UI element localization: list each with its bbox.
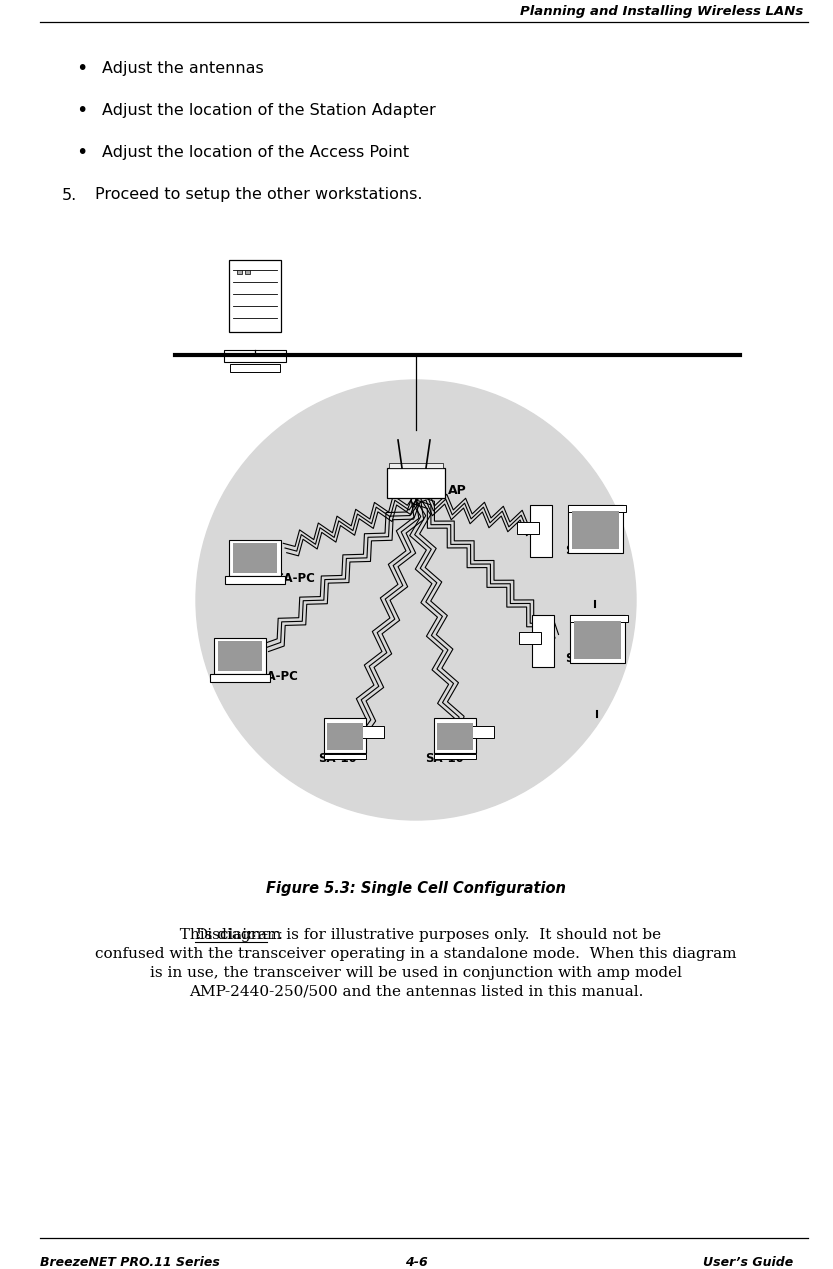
Text: Adjust the antennas: Adjust the antennas: [102, 61, 264, 75]
FancyBboxPatch shape: [229, 260, 281, 332]
Circle shape: [196, 379, 636, 820]
Text: AP: AP: [448, 483, 466, 496]
FancyBboxPatch shape: [214, 638, 266, 674]
FancyBboxPatch shape: [568, 505, 623, 553]
FancyBboxPatch shape: [570, 615, 628, 622]
Text: Disclaimer:  This diagram is for illustrative purposes only.  It should not be
c: Disclaimer: This diagram is for illustra…: [95, 930, 736, 1001]
FancyBboxPatch shape: [362, 726, 384, 739]
Text: SA-10: SA-10: [425, 753, 464, 765]
Text: Proceed to setup the other workstations.: Proceed to setup the other workstations.: [95, 188, 422, 203]
FancyBboxPatch shape: [574, 621, 621, 659]
FancyBboxPatch shape: [519, 632, 541, 643]
Text: This diagram is for illustrative purposes only.  It should not be
confused with : This diagram is for illustrative purpose…: [95, 928, 736, 999]
FancyBboxPatch shape: [210, 674, 270, 681]
FancyBboxPatch shape: [572, 511, 619, 549]
Text: SA-10: SA-10: [318, 753, 357, 765]
FancyBboxPatch shape: [517, 522, 539, 534]
FancyBboxPatch shape: [324, 718, 366, 753]
FancyBboxPatch shape: [570, 615, 625, 662]
FancyBboxPatch shape: [532, 615, 554, 667]
Text: Adjust the location of the Station Adapter: Adjust the location of the Station Adapt…: [102, 103, 436, 118]
FancyBboxPatch shape: [568, 505, 626, 511]
FancyBboxPatch shape: [229, 541, 281, 576]
FancyBboxPatch shape: [387, 468, 445, 497]
FancyBboxPatch shape: [218, 641, 262, 671]
FancyBboxPatch shape: [327, 723, 363, 750]
FancyBboxPatch shape: [434, 718, 476, 753]
FancyBboxPatch shape: [233, 543, 277, 574]
Text: Adjust the location of the Access Point: Adjust the location of the Access Point: [102, 145, 409, 160]
FancyBboxPatch shape: [434, 754, 476, 759]
Text: BreezeNET PRO.11 Series: BreezeNET PRO.11 Series: [40, 1256, 220, 1269]
FancyBboxPatch shape: [389, 463, 443, 468]
FancyBboxPatch shape: [224, 350, 286, 362]
Text: •: •: [77, 142, 87, 161]
FancyBboxPatch shape: [437, 723, 473, 750]
Text: 5.: 5.: [62, 188, 77, 203]
Text: SA-PC: SA-PC: [258, 670, 298, 683]
FancyBboxPatch shape: [472, 726, 494, 739]
FancyBboxPatch shape: [225, 576, 285, 584]
Text: Disclaimer:: Disclaimer:: [195, 928, 283, 942]
FancyBboxPatch shape: [237, 270, 242, 274]
FancyBboxPatch shape: [324, 754, 366, 759]
Text: SA-10: SA-10: [565, 652, 604, 665]
Text: SA-PC: SA-PC: [275, 572, 315, 585]
Text: Figure 5.3: Single Cell Configuration: Figure 5.3: Single Cell Configuration: [266, 881, 566, 896]
FancyBboxPatch shape: [230, 364, 280, 372]
Text: •: •: [77, 100, 87, 119]
FancyBboxPatch shape: [530, 505, 552, 557]
Text: Planning and Installing Wireless LANs: Planning and Installing Wireless LANs: [520, 5, 803, 18]
FancyBboxPatch shape: [245, 270, 250, 274]
Text: User’s Guide: User’s Guide: [703, 1256, 793, 1269]
Text: 4-6: 4-6: [405, 1256, 427, 1269]
Text: SA-10: SA-10: [565, 544, 604, 557]
Text: •: •: [77, 58, 87, 77]
